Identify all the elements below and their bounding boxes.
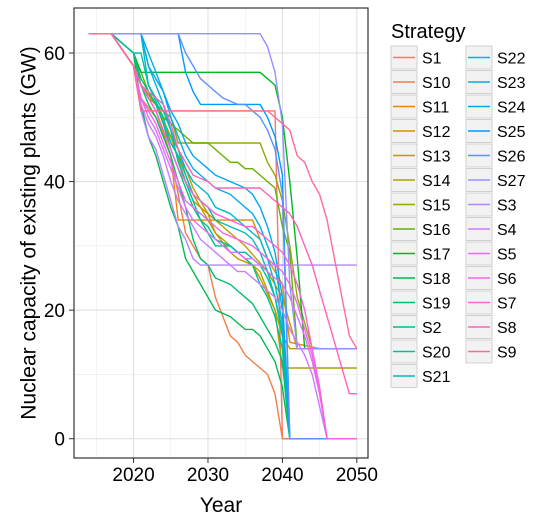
legend-title: Strategy [391,21,465,43]
x-tick-label: 2050 [336,465,378,486]
series-line-s20 [88,33,357,440]
legend-item-s9: S9 [465,339,517,364]
y-tick-label: 20 [44,301,65,322]
legend-label: S27 [497,173,526,190]
legend-item-s12: S12 [390,119,451,143]
legend: Strategy S1 S10 S11 S12 S13 S14 S15 S16 S17 S18 S1… [390,21,526,388]
legend-item-s21: S21 [390,364,451,388]
legend-label: S26 [497,149,526,166]
series-line-s9 [88,33,358,350]
legend-item-s11: S11 [390,94,449,119]
series-line-s14 [88,33,357,369]
legend-item-s26: S26 [465,143,526,168]
legend-label: S1 [422,51,442,68]
legend-label: S23 [497,75,526,92]
legend-item-s5: S5 [465,241,517,266]
legend-label: S6 [497,271,517,288]
legend-item-s23: S23 [465,70,526,94]
legend-label: S9 [497,345,517,362]
legend-label: S4 [497,222,517,239]
x-tick-label: 2030 [187,465,229,486]
legend-label: S14 [422,173,451,190]
legend-label: S12 [422,124,451,141]
legend-label: S2 [422,320,442,337]
legend-item-s10: S10 [390,70,451,94]
legend-label: S7 [497,296,517,313]
legend-item-s3: S3 [465,192,517,217]
legend-item-s17: S17 [390,241,451,266]
legend-item-s2: S2 [390,315,442,339]
legend-label: S20 [422,345,451,362]
series-line-s7 [88,33,357,440]
series-line-s19 [88,33,357,440]
series-lines [88,33,358,440]
plot-panel [73,7,369,459]
legend-item-s8: S8 [465,315,517,339]
legend-item-s19: S19 [390,290,451,315]
legend-label: S21 [422,369,451,386]
legend-item-s6: S6 [465,266,517,290]
y-axis-title: Nuclear capacity of existing plants (GW) [17,46,40,419]
legend-label: S10 [422,75,451,92]
series-line-s23 [88,33,357,440]
series-line-s8 [88,33,357,395]
series-line-s4 [88,33,357,440]
legend-item-s1: S1 [390,45,442,70]
legend-item-s14: S14 [390,168,451,192]
y-tick-label: 60 [44,44,65,65]
legend-item-s15: S15 [390,192,451,217]
legend-item-s20: S20 [390,339,451,364]
legend-item-s27: S27 [465,168,526,192]
series-line-s10 [88,33,357,440]
legend-label: S11 [422,100,449,117]
legend-label: S13 [422,149,451,166]
legend-label: S25 [497,124,526,141]
legend-label: S17 [422,247,451,264]
series-line-s6 [88,33,357,440]
x-tick-label: 2040 [261,465,303,486]
legend-label: S5 [497,247,517,264]
legend-item-s4: S4 [465,217,517,241]
y-tick-label: 0 [54,430,65,451]
series-line-s5 [88,33,357,440]
x-tick-label: 2020 [112,465,154,486]
legend-item-s16: S16 [390,217,451,241]
legend-label: S22 [497,51,526,68]
legend-label: S24 [497,100,526,117]
legend-label: S19 [422,296,451,313]
legend-item-s25: S25 [465,119,526,143]
x-axis-title: Year [200,494,242,517]
legend-item-s18: S18 [390,266,451,290]
y-tick-label: 40 [44,173,65,194]
legend-label: S3 [497,198,517,215]
series-line-s26 [88,33,357,440]
legend-item-s13: S13 [390,143,451,168]
legend-item-s7: S7 [465,290,517,315]
legend-label: S8 [497,320,517,337]
legend-label: S15 [422,198,451,215]
legend-item-s24: S24 [465,94,526,119]
legend-label: S16 [422,222,451,239]
legend-label: S18 [422,271,451,288]
legend-item-s22: S22 [465,45,526,70]
series-line-s27 [88,33,357,350]
plot-border [73,7,369,459]
